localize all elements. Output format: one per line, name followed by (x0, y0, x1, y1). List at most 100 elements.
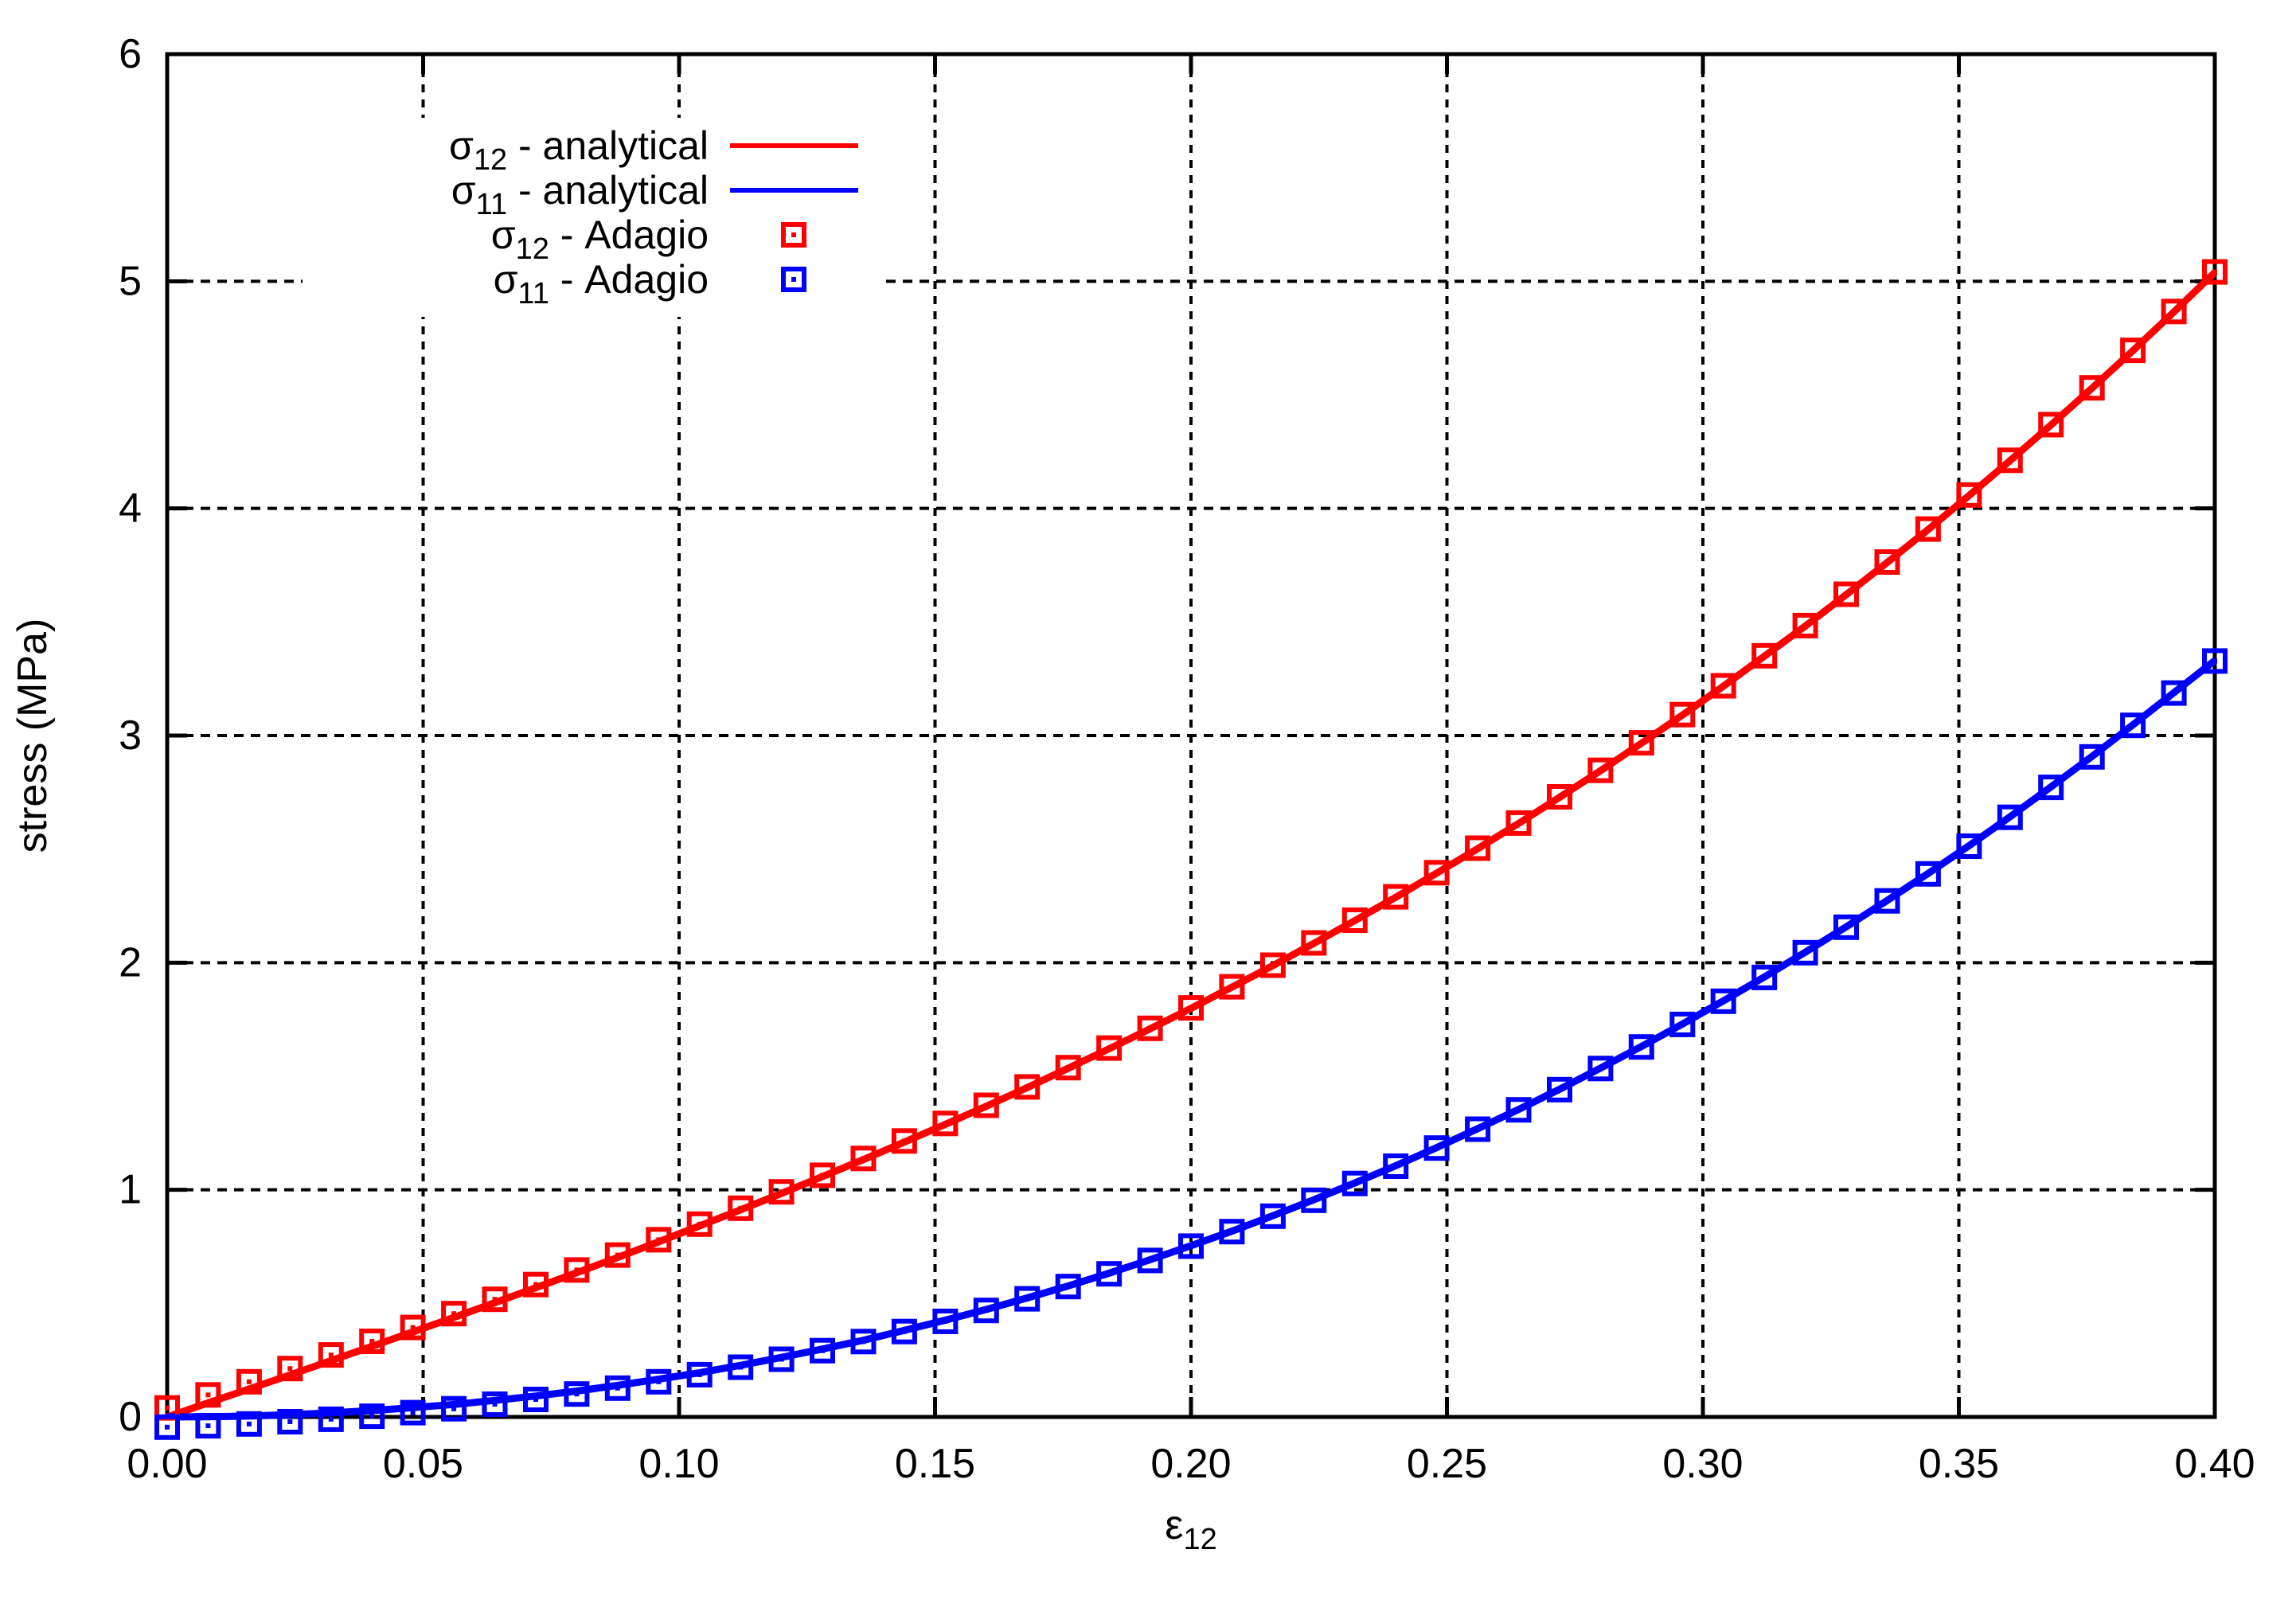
data-marker (1874, 888, 1900, 914)
data-marker-dot (738, 1364, 744, 1370)
legend-square-dot (791, 277, 796, 282)
data-marker-dot (983, 1308, 989, 1313)
data-marker-dot (287, 1366, 293, 1372)
data-marker (973, 1298, 999, 1324)
data-marker-dot (1516, 820, 1521, 825)
data-marker-dot (861, 1339, 866, 1345)
data-marker (686, 1211, 713, 1237)
data-marker (523, 1271, 549, 1298)
data-marker-dot (1065, 1065, 1071, 1071)
data-marker-dot (820, 1173, 825, 1178)
data-marker (1710, 988, 1736, 1014)
y-tick-label: 3 (119, 712, 142, 759)
data-marker (277, 1356, 303, 1382)
data-marker-dot (533, 1282, 538, 1287)
data-marker (2120, 712, 2146, 739)
data-marker-dot (2212, 269, 2217, 275)
data-marker-dot (1762, 974, 1767, 980)
data-marker-dot (369, 1414, 375, 1419)
legend-square-sample (781, 222, 806, 248)
data-marker-dot (1720, 998, 1726, 1004)
data-marker (1547, 784, 1572, 810)
y-tick-label: 4 (119, 486, 142, 532)
data-marker-dot (533, 1397, 538, 1402)
y-axis-label: stress (MPa) (10, 619, 56, 853)
data-marker (1505, 1097, 1532, 1123)
data-marker (891, 1318, 917, 1345)
data-marker (1997, 804, 2023, 830)
data-marker-dot (1475, 1126, 1481, 1132)
data-marker (482, 1286, 508, 1313)
data-marker-dot (1925, 871, 1931, 876)
data-marker (1710, 673, 1736, 699)
legend-label: σ12 - Adagio (491, 213, 709, 266)
data-marker (728, 1354, 754, 1380)
legend-label: σ11 - Adagio (494, 257, 709, 310)
data-marker (2038, 775, 2064, 801)
data-marker (2038, 412, 2064, 438)
data-marker (810, 1337, 835, 1364)
data-marker (891, 1128, 917, 1154)
data-marker-dot (205, 1423, 211, 1429)
x-tick-label: 0.40 (2174, 1441, 2255, 1487)
data-marker (932, 1308, 959, 1334)
data-marker-dot (1638, 1044, 1644, 1050)
data-marker (277, 1409, 303, 1434)
y-tick-labels: 0 1 2 3 4 5 6 (119, 31, 142, 1440)
data-marker (359, 1403, 385, 1430)
data-marker (564, 1381, 590, 1407)
data-marker-dot (1352, 1181, 1357, 1186)
data-marker (2202, 648, 2228, 674)
data-marker-dot (697, 1221, 702, 1227)
data-marker-dot (1189, 1005, 1193, 1011)
data-marker-dot (1557, 1087, 1562, 1092)
data-marker-dot (574, 1267, 580, 1273)
data-marker (850, 1329, 877, 1355)
data-marker (1055, 1274, 1081, 1300)
data-marker-dot (2007, 814, 2013, 820)
data-marker (810, 1162, 835, 1188)
data-marker-dot (615, 1385, 620, 1391)
data-marker (728, 1195, 754, 1221)
data-marker-dot (1393, 894, 1399, 900)
data-marker (2161, 680, 2187, 706)
data-marker-dot (615, 1252, 620, 1258)
data-marker-dot (410, 1410, 416, 1415)
data-marker (236, 1368, 262, 1395)
data-marker (1137, 1015, 1163, 1041)
data-marker-dot (1107, 1045, 1112, 1051)
data-marker-dot (901, 1329, 907, 1334)
data-marker (318, 1406, 344, 1432)
data-marker (1219, 1219, 1245, 1245)
x-tick-label: 0.35 (1919, 1441, 1999, 1487)
data-marker-dot (1229, 984, 1235, 989)
data-marker-dot (861, 1156, 866, 1161)
data-marker-dot (1270, 962, 1275, 968)
data-marker-dot (656, 1379, 662, 1384)
data-marker-dot (2048, 422, 2054, 427)
data-marker-dot (943, 1318, 948, 1324)
data-marker (1301, 930, 1327, 956)
data-marker (1341, 907, 1368, 933)
data-marker-dot (451, 1311, 457, 1317)
data-marker (1833, 581, 1859, 607)
data-marker (604, 1242, 631, 1268)
data-marker (1423, 1135, 1450, 1161)
y-tick-label: 2 (119, 939, 142, 985)
data-marker (1465, 1116, 1491, 1142)
data-marker-dot (1352, 918, 1357, 923)
data-marker-dot (369, 1339, 375, 1344)
data-marker (1096, 1261, 1123, 1287)
y-tick-label: 1 (119, 1167, 142, 1213)
data-marker (2079, 375, 2105, 401)
data-marker-dot (287, 1419, 293, 1424)
legend-square-sample (781, 267, 806, 292)
data-marker-dot (656, 1237, 662, 1243)
data-marker-dot (1025, 1084, 1030, 1090)
data-marker (1997, 447, 2023, 474)
data-marker (1383, 884, 1409, 910)
data-marker (400, 1399, 426, 1426)
